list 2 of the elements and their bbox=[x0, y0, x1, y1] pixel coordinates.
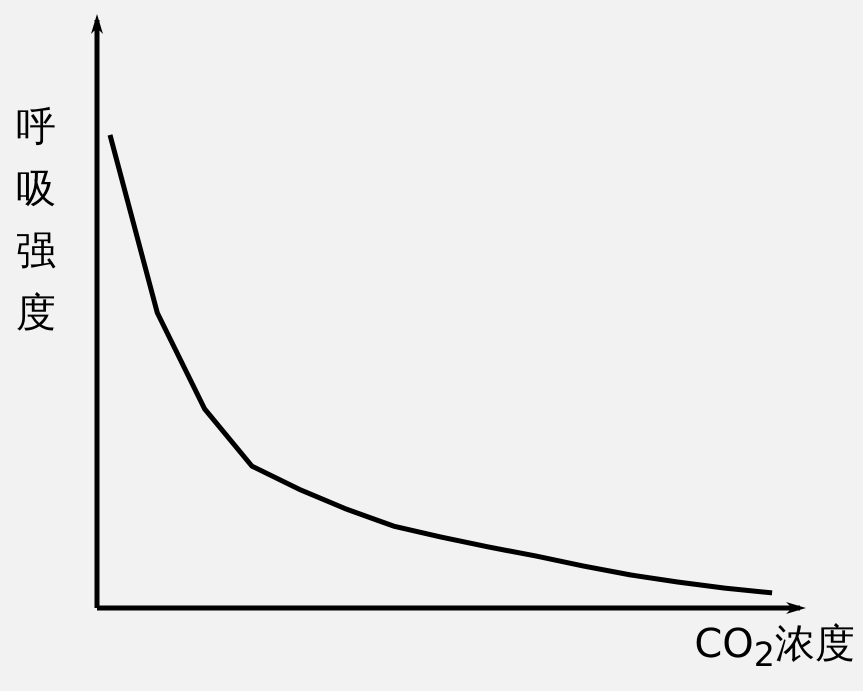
y-axis-title: 呼吸强度 bbox=[15, 103, 57, 338]
x-axis-title: CO$_{2}$浓度 bbox=[694, 620, 855, 674]
